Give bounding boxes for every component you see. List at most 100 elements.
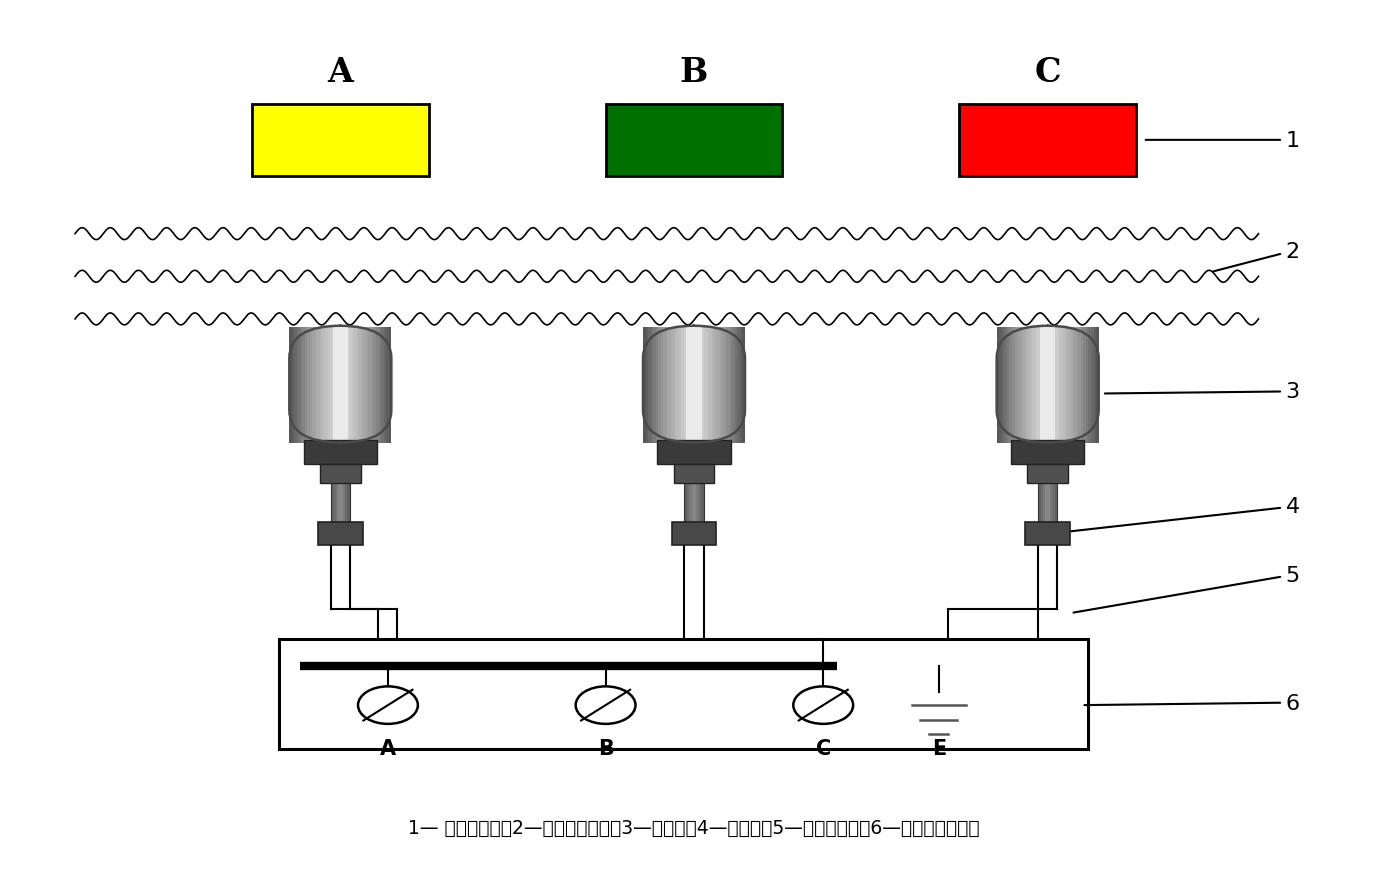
Bar [358, 345, 361, 443]
Bar [297, 345, 300, 443]
Bar [722, 345, 725, 443]
Bar [1063, 328, 1066, 349]
Text: B: B [598, 738, 613, 758]
Bar [737, 345, 740, 443]
Bar [1037, 345, 1040, 443]
Bar [251, 104, 429, 177]
Bar [304, 345, 307, 443]
Bar [694, 345, 697, 443]
Bar [706, 328, 709, 349]
Bar [366, 345, 368, 443]
Bar [605, 104, 783, 177]
Bar [389, 345, 391, 443]
Bar [1076, 328, 1078, 349]
Bar [355, 345, 358, 443]
Bar [730, 345, 733, 443]
Bar [1045, 483, 1048, 522]
Bar [346, 328, 348, 349]
Bar [1030, 345, 1033, 443]
Bar [346, 345, 348, 443]
Bar [1024, 345, 1027, 443]
Bar [355, 328, 358, 349]
Bar [648, 345, 651, 443]
Bar [289, 345, 291, 443]
Bar [368, 328, 371, 349]
Bar [1045, 345, 1048, 443]
Bar [691, 483, 694, 522]
Bar [315, 345, 318, 443]
Bar [697, 345, 700, 443]
Bar [1048, 328, 1051, 349]
Bar [304, 328, 307, 349]
Bar [1066, 328, 1069, 349]
Bar [1017, 345, 1020, 443]
Bar [725, 345, 727, 443]
Bar [318, 328, 319, 349]
Bar [1081, 345, 1084, 443]
Bar [1040, 345, 1042, 443]
Circle shape [576, 687, 636, 724]
Bar [658, 328, 661, 349]
Bar [1084, 328, 1085, 349]
Bar [740, 345, 743, 443]
Bar [654, 328, 655, 349]
Bar [733, 345, 734, 443]
Bar [383, 328, 386, 349]
Bar [291, 345, 294, 443]
Bar [1070, 345, 1073, 443]
Bar [294, 345, 297, 443]
Bar [319, 464, 361, 483]
Bar [279, 639, 1088, 750]
Bar [1055, 328, 1058, 349]
Bar [1005, 328, 1006, 349]
Bar [1042, 483, 1045, 522]
Bar [1020, 328, 1022, 349]
Bar [297, 328, 300, 349]
Bar [682, 345, 684, 443]
Bar [706, 345, 709, 443]
Bar [688, 345, 691, 443]
Bar [740, 328, 743, 349]
Bar [1069, 328, 1070, 349]
Bar [679, 345, 682, 443]
Bar [1026, 522, 1070, 545]
Bar [340, 345, 343, 443]
Bar [658, 345, 661, 443]
Bar [376, 328, 379, 349]
Bar [669, 345, 670, 443]
Bar [663, 345, 666, 443]
Bar [307, 328, 310, 349]
Bar [1052, 328, 1055, 349]
Bar [337, 483, 340, 522]
Bar [654, 345, 655, 443]
Bar [722, 328, 725, 349]
Bar [643, 328, 645, 349]
Bar [1060, 328, 1063, 349]
Bar [389, 328, 391, 349]
Bar [300, 345, 303, 443]
Bar [1088, 328, 1091, 349]
Bar [702, 328, 704, 349]
Bar [655, 345, 658, 443]
Bar [289, 328, 291, 349]
Text: C: C [1034, 56, 1060, 89]
Bar [1017, 328, 1020, 349]
Bar [368, 345, 371, 443]
Bar [1085, 345, 1088, 443]
Bar [1048, 345, 1051, 443]
Bar [686, 345, 688, 443]
Bar [371, 328, 373, 349]
Bar [333, 345, 336, 443]
Bar [304, 441, 378, 464]
Text: 2: 2 [1213, 242, 1299, 272]
Bar [1081, 328, 1084, 349]
Bar [303, 328, 304, 349]
Bar [1085, 328, 1088, 349]
Bar [666, 328, 669, 349]
Bar [1058, 345, 1060, 443]
Bar [743, 345, 745, 443]
Bar [1002, 328, 1005, 349]
Bar [291, 328, 294, 349]
Bar [999, 345, 1002, 443]
Bar [1027, 328, 1030, 349]
